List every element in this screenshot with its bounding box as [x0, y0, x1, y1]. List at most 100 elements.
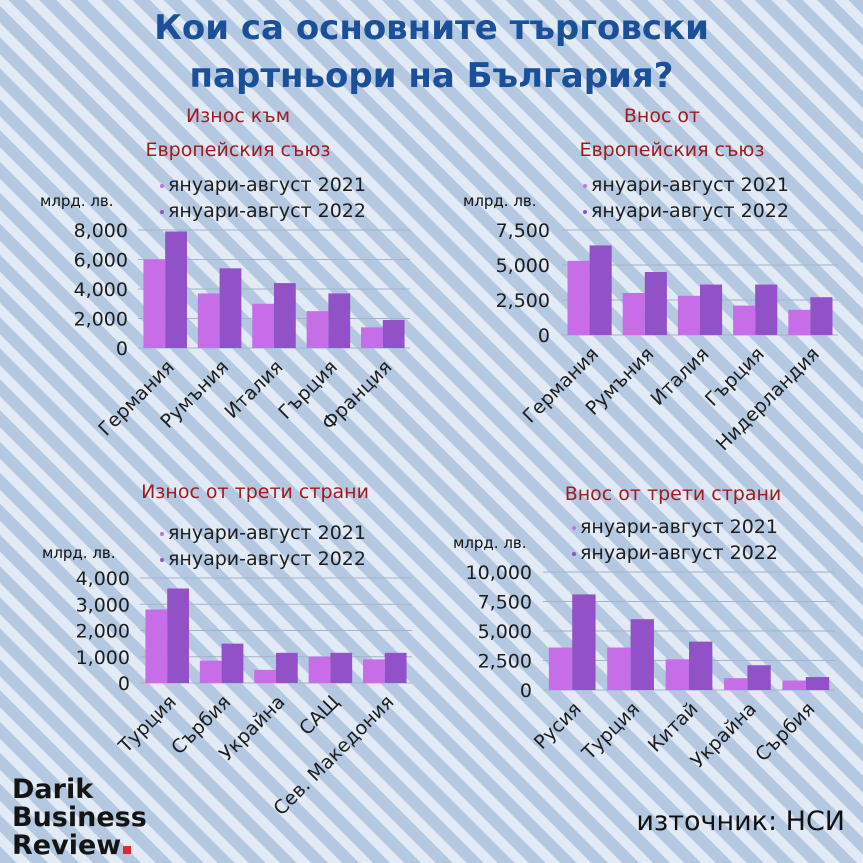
chart3-bar-2022 — [384, 652, 407, 683]
chart4-bar-2022 — [805, 677, 830, 690]
chart2-bar-2021 — [733, 305, 756, 335]
logo-line-2: Business — [12, 802, 147, 833]
chart3-title: Износ от трети страни — [141, 481, 369, 503]
legend-label: януари-август 2022 — [168, 200, 366, 222]
chart3-bar-2021 — [254, 669, 276, 683]
chart2-bar-2022 — [589, 245, 612, 335]
chart4-y-tick-label: 0 — [520, 680, 532, 702]
chart2-y-tick-label: 0 — [538, 325, 550, 347]
chart2-category-label: Германия — [519, 343, 604, 428]
legend-label: януари-август 2021 — [591, 174, 789, 196]
chart3-y-tick-label: 1,000 — [76, 647, 130, 669]
legend-swatch-2022 — [160, 209, 164, 214]
chart1-y-tick-label: 8,000 — [74, 220, 128, 242]
chart3-bar-2021 — [199, 660, 222, 683]
chart2-legend: януари-август 2021 януари-август 2022 — [583, 172, 789, 224]
legend-swatch-2022 — [583, 209, 587, 214]
chart4-y-tick-label: 5,000 — [478, 621, 532, 643]
chart2-y-tick-label: 7,500 — [496, 220, 550, 242]
chart2-bar-2022 — [810, 297, 833, 335]
chart3-y-tick-label: 0 — [118, 673, 130, 695]
chart1-y-unit: млрд. лв. — [40, 192, 114, 210]
chart3-bar-2021 — [308, 656, 331, 683]
chart2-bar-2022 — [644, 272, 667, 335]
chart4-bar-2021 — [607, 647, 631, 690]
chart3-y-tick-label: 3,000 — [76, 594, 130, 616]
chart4-bar-2022 — [630, 619, 654, 690]
chart2-bar-2022 — [700, 284, 723, 335]
chart1-y-tick-label: 0 — [116, 338, 128, 360]
page-title-line-1: Кои са основните търговски — [154, 8, 709, 48]
chart2-category-label: Нидерландия — [712, 343, 824, 455]
chart4-bar-2022 — [747, 665, 771, 690]
chart2-bar-2021 — [567, 260, 590, 335]
chart4-legend: януари-август 2021 януари-август 2022 — [572, 514, 778, 566]
chart3-category-label: САЩ — [295, 691, 344, 740]
chart3-bar-2022 — [167, 588, 189, 683]
chart4-title: Внос от трети страни — [564, 483, 782, 505]
legend-swatch-2021 — [160, 531, 164, 536]
chart3-y-unit: млрд. лв. — [42, 544, 116, 562]
chart4-bar-2021 — [665, 659, 689, 690]
chart3-bar-2022 — [276, 652, 298, 683]
chart2-bar-2021 — [622, 293, 645, 335]
chart2-y-unit: млрд. лв. — [463, 192, 537, 210]
chart4-bar-2021 — [782, 680, 806, 690]
legend-label: януари-август 2021 — [580, 516, 778, 538]
chart2-title-line-1: Внос от — [623, 105, 701, 127]
logo-line-1: Darik — [12, 774, 94, 805]
legend-swatch-2021 — [160, 183, 164, 188]
chart3-legend-item-2022: януари-август 2022 — [160, 546, 366, 572]
chart4-y-tick-label: 7,500 — [478, 592, 532, 614]
chart3-bar-2022 — [330, 652, 353, 683]
chart4-bar-2021 — [548, 647, 573, 690]
chart4-bar-2022 — [572, 594, 596, 690]
chart3-bar-2021 — [363, 659, 385, 683]
chart1-y-tick-label: 2,000 — [74, 309, 128, 331]
chart1-title-line-2: Европейския съюз — [145, 139, 331, 161]
chart3-bar-2022 — [221, 643, 244, 683]
chart2-category-label: Италия — [646, 343, 713, 410]
chart4-y-tick-label: 2,500 — [478, 651, 532, 673]
source-label: източник: НСИ — [636, 806, 845, 837]
darik-business-review-logo: Darik Business Review — [12, 776, 147, 860]
chart4-bar-2021 — [724, 678, 748, 690]
chart4-y-tick-label: 10,000 — [466, 562, 532, 584]
chart3-legend-item-2021: януари-август 2021 — [160, 520, 366, 546]
chart4-category-label: Турция — [577, 698, 644, 765]
chart1-bar-2022 — [274, 283, 296, 348]
chart1-bar-2021 — [197, 293, 220, 348]
chart1-bar-2021 — [361, 327, 383, 348]
chart4-category-label: Русия — [530, 698, 586, 754]
chart3-y-tick-label: 2,000 — [76, 621, 130, 643]
chart3-bar-2021 — [145, 609, 168, 683]
chart2-y-tick-label: 2,500 — [496, 290, 550, 312]
chart1-bar-2021 — [252, 303, 274, 348]
chart1-bar-2021 — [306, 311, 329, 348]
chart2-bar-2021 — [788, 309, 811, 335]
chart1-bar-2022 — [328, 293, 351, 348]
chart4-category-label: Сърбия — [751, 698, 819, 766]
chart1-bar-2022 — [382, 319, 405, 348]
legend-label: януари-август 2022 — [580, 542, 778, 564]
legend-swatch-2021 — [572, 525, 576, 530]
chart2-y-tick-label: 5,000 — [496, 255, 550, 277]
chart1-legend-item-2022: януари-август 2022 — [160, 198, 366, 224]
chart4-legend-item-2021: януари-август 2021 — [572, 514, 778, 540]
chart2-title-line-2: Европейския съюз — [579, 139, 765, 161]
legend-label: януари-август 2022 — [591, 200, 789, 222]
chart2-bar-2022 — [755, 284, 778, 335]
chart4-category-label: Китай — [644, 698, 703, 757]
chart1-legend: януари-август 2021 януари-август 2022 — [160, 172, 366, 224]
page-title-line-2: партньори на България? — [189, 56, 674, 96]
chart1-y-tick-label: 4,000 — [74, 279, 128, 301]
chart1-category-label: Италия — [220, 356, 287, 423]
legend-label: януари-август 2022 — [168, 548, 366, 570]
legend-swatch-2022 — [572, 551, 576, 556]
chart1-legend-item-2021: януари-август 2021 — [160, 172, 366, 198]
chart4-legend-item-2022: януари-август 2022 — [572, 540, 778, 566]
legend-label: януари-август 2021 — [168, 522, 366, 544]
chart4-bar-2022 — [689, 641, 713, 690]
chart2-bar-2021 — [677, 295, 700, 335]
